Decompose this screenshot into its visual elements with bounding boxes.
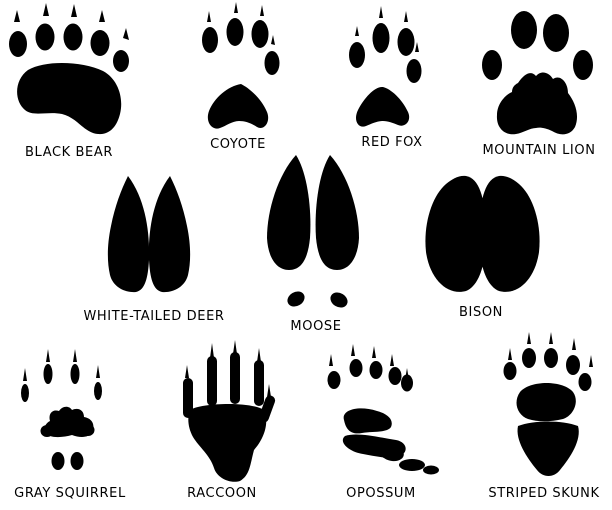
label-coyote: COYOTE (210, 137, 266, 152)
label-red-fox: RED FOX (361, 135, 423, 150)
coyote-track (202, 2, 280, 129)
raccoon-track (183, 340, 276, 482)
label-black-bear: BLACK BEAR (25, 145, 113, 160)
white-tailed-deer-track (107, 176, 191, 293)
gray-squirrel-track (21, 349, 102, 470)
label-mountain-lion: MOUNTAIN LION (482, 143, 596, 158)
label-moose: MOOSE (290, 319, 342, 334)
opossum-track (327, 344, 439, 475)
mountain-lion-track (482, 11, 593, 135)
label-raccoon: RACCOON (187, 486, 257, 501)
black-bear-track (9, 3, 129, 135)
label-striped-skunk: STRIPED SKUNK (488, 486, 600, 501)
label-bison: BISON (459, 305, 503, 320)
label-white-tailed-deer: WHITE-TAILED DEER (83, 309, 225, 324)
striped-skunk-track (503, 332, 593, 476)
label-opossum: OPOSSUM (346, 486, 416, 501)
label-gray-squirrel: GRAY SQUIRREL (14, 486, 126, 501)
moose-track (267, 155, 359, 308)
red-fox-track (349, 6, 422, 127)
bison-track (425, 175, 540, 292)
